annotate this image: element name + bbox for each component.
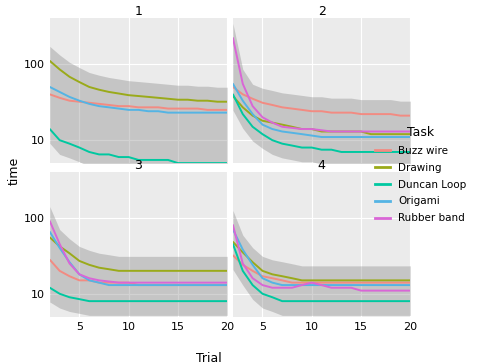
Title: 2: 2	[318, 5, 326, 18]
Title: 4: 4	[318, 159, 326, 172]
Legend: Buzz wire, Drawing, Duncan Loop, Origami, Rubber band: Buzz wire, Drawing, Duncan Loop, Origami…	[375, 126, 467, 223]
Text: time: time	[7, 157, 20, 185]
Text: Trial: Trial	[196, 352, 222, 364]
Title: 3: 3	[134, 159, 142, 172]
Title: 1: 1	[134, 5, 142, 18]
